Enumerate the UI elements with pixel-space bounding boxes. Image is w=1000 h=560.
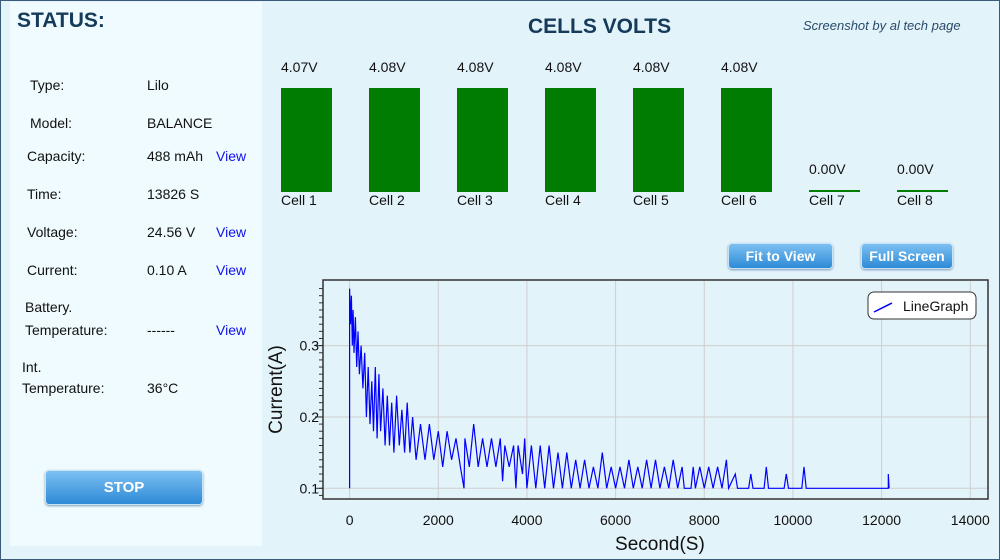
battery-label-line1: Battery.: [25, 299, 73, 315]
int-label-line1: Int.: [22, 359, 42, 375]
type-value: Lilo: [147, 77, 169, 93]
model-label: Model:: [30, 115, 73, 131]
voltage-label: Voltage:: [27, 224, 78, 240]
credit-text: Screenshot by al tech page: [803, 18, 961, 33]
current-value: 0.10 A: [147, 262, 187, 278]
cell-name-label: Cell 4: [545, 192, 581, 208]
status-title: STATUS:: [17, 9, 105, 32]
voltage-value: 24.56 V: [147, 224, 196, 240]
current-label: Current:: [27, 262, 78, 278]
full-screen-button[interactable]: Full Screen: [861, 243, 953, 269]
cell-bar: [457, 88, 508, 192]
cell-voltage-label: 4.08V: [545, 59, 582, 75]
cell-bar: [633, 88, 684, 192]
cell-voltage-label: 0.00V: [809, 161, 846, 177]
battery-temperature-value: ------: [147, 322, 175, 338]
cell-voltage-label: 4.08V: [633, 59, 670, 75]
cell-bar: [721, 88, 772, 192]
model-value: BALANCE: [147, 115, 213, 131]
battery-temperature-view-link[interactable]: View: [216, 322, 247, 338]
cell-voltage-label: 0.00V: [897, 161, 934, 177]
fit-to-view-button[interactable]: Fit to View: [728, 243, 833, 269]
capacity-label: Capacity:: [27, 148, 86, 164]
capacity-view-link[interactable]: View: [216, 148, 247, 164]
cells-volts-title: CELLS VOLTS: [528, 15, 672, 38]
int-temperature-value: 36°C: [147, 380, 179, 396]
cell-bar: [809, 190, 860, 192]
cell-bar: [545, 88, 596, 192]
cell-voltage-label: 4.07V: [281, 59, 318, 75]
type-label: Type:: [30, 77, 65, 93]
battery-temperature-label: Temperature:: [25, 322, 108, 338]
status-panel: [10, 2, 262, 546]
current-view-link[interactable]: View: [216, 262, 247, 278]
stop-button[interactable]: STOP: [45, 470, 203, 505]
cell-name-label: Cell 5: [633, 192, 669, 208]
voltage-view-link[interactable]: View: [216, 224, 247, 240]
capacity-value: 488 mAh: [147, 148, 204, 164]
cell-bar: [369, 88, 420, 192]
cell-voltage-label: 4.08V: [369, 59, 406, 75]
cell-bar: [897, 190, 948, 192]
cell-name-label: Cell 7: [809, 192, 845, 208]
cell-name-label: Cell 2: [369, 192, 405, 208]
cell-voltage-label: 4.08V: [457, 59, 494, 75]
cell-name-label: Cell 8: [897, 192, 933, 208]
time-value: 13826 S: [147, 186, 200, 202]
cell-name-label: Cell 6: [721, 192, 757, 208]
cell-voltage-label: 4.08V: [721, 59, 758, 75]
int-temperature-label: Temperature:: [22, 380, 105, 396]
time-label: Time:: [27, 186, 62, 202]
cell-name-label: Cell 1: [281, 192, 317, 208]
cell-name-label: Cell 3: [457, 192, 493, 208]
cell-bar: [281, 88, 332, 192]
